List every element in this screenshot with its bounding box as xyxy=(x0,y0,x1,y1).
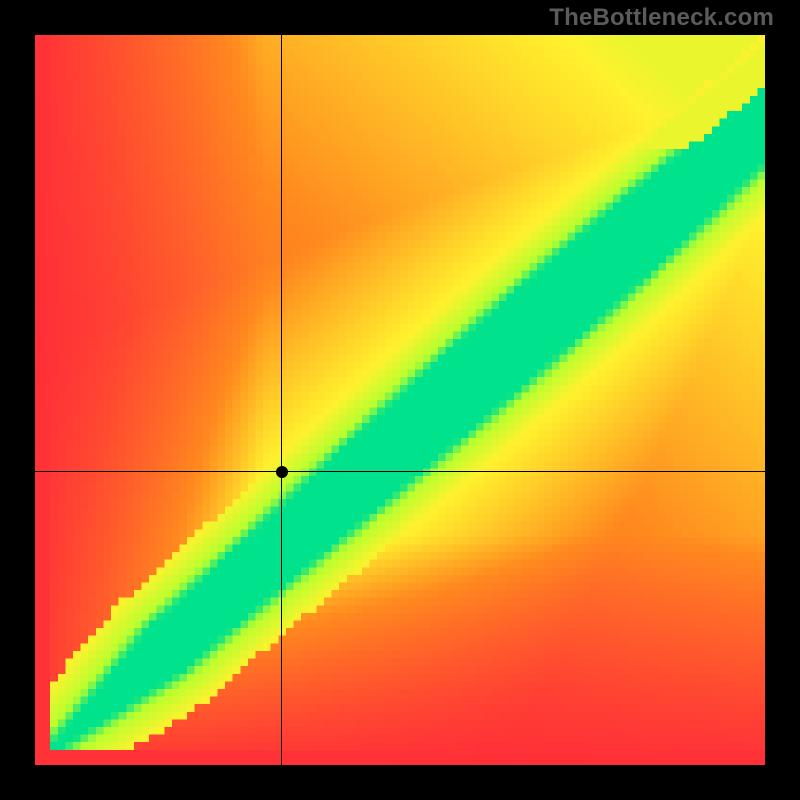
crosshair-horizontal xyxy=(35,471,765,472)
bottleneck-heatmap xyxy=(35,35,765,765)
crosshair-vertical xyxy=(281,35,282,765)
data-point-marker xyxy=(276,466,288,478)
chart-root: TheBottleneck.com xyxy=(0,0,800,800)
watermark-text: TheBottleneck.com xyxy=(549,4,774,32)
